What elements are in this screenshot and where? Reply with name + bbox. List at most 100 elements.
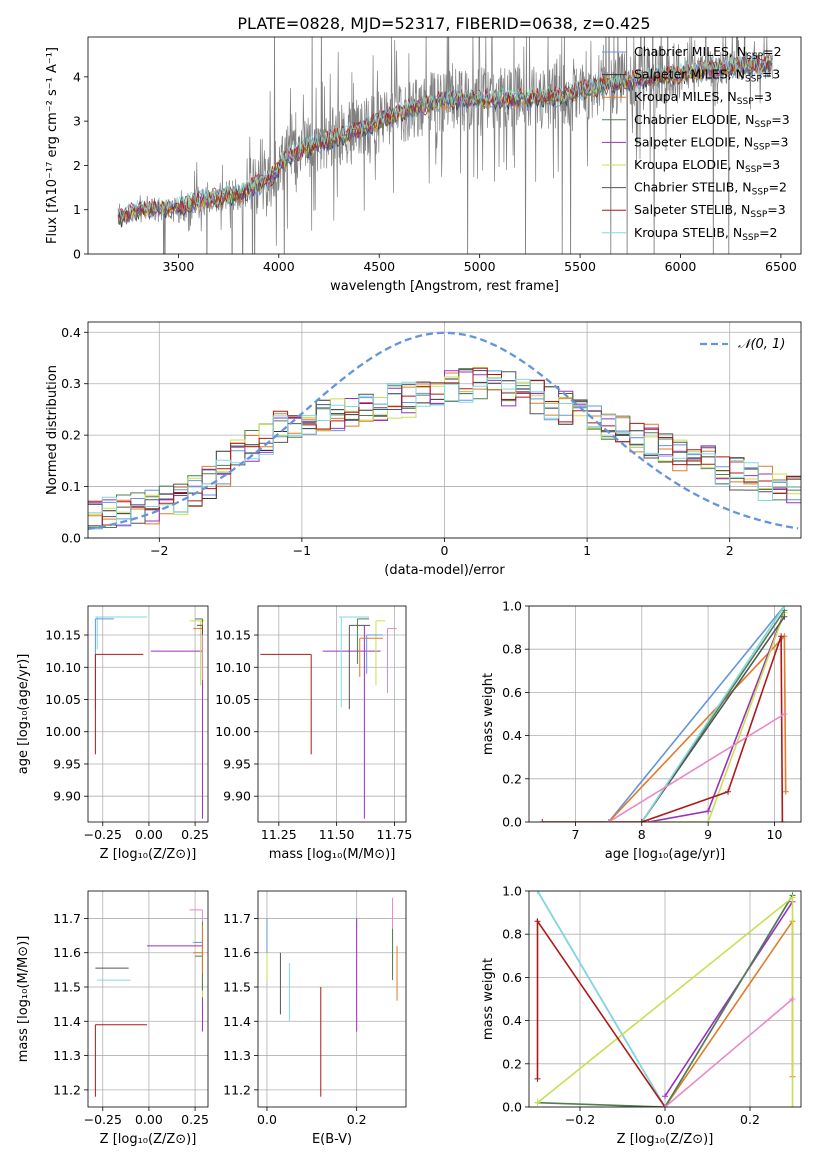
y-tick-label: 10.00 [45, 724, 81, 739]
legend-entry: Chabrier MILES, NSSP=2 [634, 44, 782, 62]
legend-entry: Kroupa STELIB, NSSP=2 [634, 225, 778, 243]
y-tick-label: 11.6 [53, 945, 81, 960]
y-tick-label: 1.0 [502, 599, 522, 614]
x-axis-label: mass [log₁₀(M/M⊙)] [269, 847, 396, 862]
mass-weight-marker [534, 1075, 541, 1082]
mass-weight-line [537, 894, 794, 1107]
y-tick-label: 2 [73, 158, 81, 173]
y-tick-label: 11.3 [53, 1048, 81, 1063]
x-tick-label: 0.2 [740, 1112, 760, 1127]
x-tick-label: 3500 [162, 259, 194, 274]
mass-weight-marker [534, 1099, 541, 1106]
mass-vs-ebv-panel: 0.0 0.2 11.2 11.3 11.4 11.5 11.6 11.7 E(B-V) [223, 890, 407, 1147]
y-tick-label: 11.5 [223, 980, 251, 995]
plot-area [94, 909, 203, 1097]
y-tick-label: 0.4 [502, 728, 522, 743]
plot-area [266, 897, 398, 1097]
y-tick-label: 11.4 [223, 1014, 251, 1029]
plot-area [260, 616, 397, 819]
y-tick-label: 0.4 [61, 325, 81, 340]
y-tick-label: 11.7 [53, 911, 81, 926]
normal-distribution-curve [88, 331, 799, 531]
y-tick-label: 0.8 [502, 642, 522, 657]
mass-weight-line [607, 606, 786, 822]
model-spectrum-line [117, 52, 773, 220]
legend-entry: Kroupa ELODIE, NSSP=3 [634, 157, 780, 175]
x-tick-label: 0.25 [181, 1112, 209, 1127]
y-tick-label: 0.6 [502, 970, 522, 985]
mass-weight-marker [782, 788, 789, 795]
x-tick-label: −0.2 [565, 1112, 595, 1127]
y-tick-label: 4 [73, 69, 81, 84]
legend-entry: Salpeter MILES, NSSP=3 [634, 67, 780, 85]
weight-vs-age-panel: 7 8 9 10 0.0 0.2 0.4 0.6 0.8 1.0 age [log₁₀(age/yr… [481, 599, 802, 862]
mass-weight-marker [789, 996, 796, 1002]
x-axis-label: E(B-V) [312, 1132, 352, 1147]
y-axis-label: age [log₁₀(age/yr)] [16, 654, 31, 775]
y-tick-label: 0.0 [502, 815, 522, 830]
y-tick-label: 10.15 [45, 628, 81, 643]
y-axis-label: Flux [fλ10⁻¹⁷ erg cm⁻² s⁻¹ A⁻¹] [45, 47, 60, 244]
y-tick-label: 11.4 [53, 1014, 81, 1029]
plot-area [94, 616, 205, 819]
y-tick-label: 9.95 [223, 756, 251, 771]
x-tick-label: 0.0 [257, 1112, 277, 1127]
y-tick-label: 11.6 [223, 945, 251, 960]
axes-frame [87, 36, 802, 255]
x-axis-label: (data-model)/error [384, 563, 505, 578]
x-tick-label: −0.25 [84, 1112, 122, 1127]
y-tick-label: 0.3 [61, 376, 81, 391]
mass-weight-marker [725, 788, 732, 795]
mass-weight-marker [705, 819, 712, 822]
mass-weight-marker [778, 633, 785, 640]
y-tick-label: 0.2 [502, 1056, 522, 1071]
y-tick-label: 0.1 [61, 479, 81, 494]
x-axis-label: Z [log₁₀(Z/Z⊙)] [100, 1132, 197, 1147]
axes-frame [87, 890, 209, 1108]
y-tick-label: 10.10 [45, 660, 81, 675]
y-tick-label: 0.4 [502, 1013, 522, 1028]
y-tick-label: 0.0 [61, 531, 81, 546]
y-tick-label: 9.90 [223, 789, 251, 804]
axes-frame [257, 605, 407, 823]
mass-weight-marker [534, 918, 541, 925]
x-tick-label: −0.25 [84, 827, 122, 842]
mass-weight-marker [781, 606, 788, 609]
x-tick-label: 1 [583, 543, 591, 558]
mass-weight-line [664, 998, 794, 1107]
x-tick-label: −2 [150, 543, 168, 558]
x-tick-label: 11.50 [319, 827, 355, 842]
y-axis-label: mass [log₁₀(M/M⊙)] [16, 936, 31, 1063]
y-tick-label: 1.0 [502, 884, 522, 899]
y-tick-label: 10.10 [215, 660, 251, 675]
y-tick-label: 0.6 [502, 685, 522, 700]
x-axis-label: age [log₁₀(age/yr)] [605, 847, 726, 862]
x-tick-label: 0.25 [181, 827, 209, 842]
weight-vs-metallicity-panel: −0.2 0.0 0.2 0.0 0.2 0.4 0.6 0.8 1.0 Z [log₁₀(Z/Z… [481, 884, 802, 1147]
x-tick-label: 4000 [263, 259, 295, 274]
x-tick-label: 8 [638, 827, 646, 842]
x-tick-label: 5000 [464, 259, 496, 274]
y-tick-label: 0.0 [502, 1100, 522, 1115]
mass-weight-marker [534, 891, 541, 894]
mass-weight-line [536, 891, 666, 1107]
x-axis-label: Z [log₁₀(Z/Z⊙)] [100, 847, 197, 862]
legend-entry: Kroupa MILES, NSSP=3 [634, 89, 772, 107]
y-tick-label: 10.15 [215, 628, 251, 643]
y-axis-label: mass weight [481, 958, 496, 1040]
mass-weight-marker [605, 819, 612, 822]
x-tick-label: −1 [293, 543, 311, 558]
x-tick-label: 5500 [564, 259, 596, 274]
x-tick-label: 10 [767, 827, 783, 842]
y-tick-label: 10.05 [45, 692, 81, 707]
x-axis-label: Z [log₁₀(Z/Z⊙)] [617, 1132, 714, 1147]
x-tick-label: 11.25 [261, 827, 297, 842]
legend-entry: Chabrier STELIB, NSSP=2 [634, 180, 787, 198]
x-tick-label: 0.0 [655, 1112, 675, 1127]
y-tick-label: 11.3 [223, 1048, 251, 1063]
mass-weight-marker [705, 808, 712, 815]
mass-weight-marker [662, 1104, 668, 1107]
y-tick-label: 0 [73, 247, 81, 262]
legend-entry: Chabrier ELODIE, NSSP=3 [634, 112, 790, 130]
mass-weight-line [641, 612, 786, 822]
